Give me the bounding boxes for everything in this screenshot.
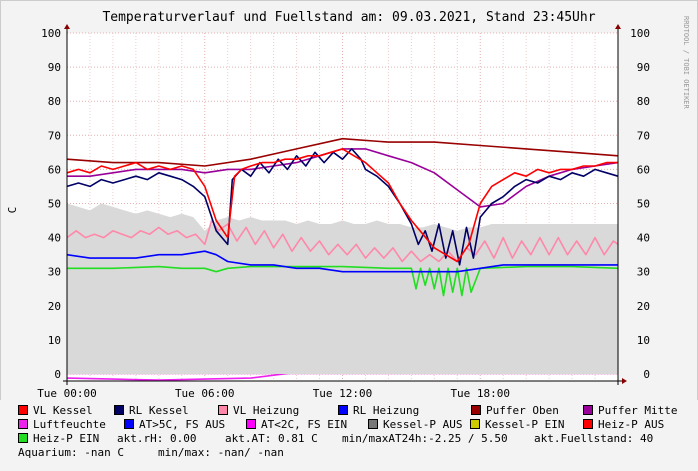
legend-swatch: [583, 405, 593, 415]
y-tick-label-left: 30: [48, 266, 61, 279]
legend-item-luftfeuchte: Luftfeuchte: [18, 418, 106, 432]
y-tick-label-right: 50: [637, 198, 650, 211]
x-tick-label: Tue 12:00: [313, 387, 373, 400]
y-tick-label-right: 80: [637, 95, 650, 108]
legend-label: Puffer Oben: [486, 404, 559, 417]
series-kessel-p-aus-area: [67, 203, 618, 374]
legend-swatch: [338, 405, 348, 415]
legend-swatch: [368, 419, 378, 429]
legend-swatch: [124, 419, 134, 429]
legend-item-rl-kessel: RL Kessel: [114, 404, 189, 418]
series-rl-kessel-line: [66, 148, 619, 266]
watermark: RRDTOOL / TOBI OETIKER: [682, 16, 690, 110]
legend-swatch: [114, 405, 124, 415]
legend-item-kessel-p-ein: Kessel-P EIN: [470, 418, 564, 432]
watermark-text: RRDTOOL / TOBI OETIKER: [682, 16, 690, 110]
legend-swatch: [18, 419, 28, 429]
legend-item-heiz-p-ein: Heiz-P EIN: [18, 432, 99, 446]
x-tick-label: Tue 06:00: [175, 387, 235, 400]
status-rel-humidity: akt.rH: 0.00: [117, 432, 197, 445]
status-aquarium-minmax: min/max: -nan/ -nan: [158, 446, 284, 459]
y-tick-label-right: 10: [637, 334, 650, 347]
legend-swatch: [218, 405, 228, 415]
series-vl-kessel-line: [66, 148, 618, 263]
status-fill-level: akt.Fuellstand: 40: [534, 432, 654, 445]
y-tick-label-right: 20: [637, 300, 650, 313]
legend-swatch: [583, 419, 593, 429]
y-tick-label-right: 40: [637, 232, 650, 245]
legend-label: Kessel-P EIN: [485, 418, 565, 431]
series-rl-heizung-line: [66, 250, 618, 273]
legend-swatch: [18, 433, 28, 443]
legend-label: Heiz-P AUS: [598, 418, 665, 431]
legend-item-puffer-mitte: Puffer Mitte: [583, 404, 677, 418]
y-axis-arrow-right: [615, 24, 621, 29]
legend-item-heiz-p-aus: Heiz-P AUS: [583, 418, 664, 432]
y-tick-label-left: 40: [48, 232, 61, 245]
y-tick-label-right: 100: [630, 27, 650, 40]
legend-swatch: [246, 419, 256, 429]
status-outdoor-temp: akt.AT: 0.81 C: [225, 432, 318, 445]
y-tick-label-right: 60: [637, 163, 650, 176]
y-tick-label-left: 60: [48, 163, 61, 176]
y-tick-label-left: 0: [54, 368, 61, 381]
y-tick-label-right: 30: [637, 266, 650, 279]
legend-swatch: [18, 405, 28, 415]
legend-swatch: [470, 419, 480, 429]
y-tick-label-right: 0: [643, 368, 650, 381]
y-tick-label-left: 50: [48, 198, 61, 211]
y-tick-label-left: 20: [48, 300, 61, 313]
y-axis-label: C: [6, 207, 19, 214]
y-tick-label-right: 70: [637, 129, 650, 142]
legend-label: Luftfeuchte: [33, 418, 106, 431]
legend-item-kessel-p-aus: Kessel-P AUS: [368, 418, 462, 432]
legend-item-rl-heizung: RL Heizung: [338, 404, 419, 418]
y-axis-arrow-left: [64, 24, 70, 29]
legend-label: Heiz-P EIN: [33, 432, 100, 445]
series-puffer-oben-line: [66, 137, 619, 167]
x-axis-arrow: [622, 378, 627, 384]
legend-item-at-above-5c: AT>5C, FS AUS: [124, 418, 225, 432]
x-tick-label: Tue 00:00: [37, 387, 97, 400]
legend-label: RL Kessel: [129, 404, 189, 417]
legend-item-vl-kessel: VL Kessel: [18, 404, 93, 418]
y-tick-label-right: 90: [637, 61, 650, 74]
legend-label: VL Kessel: [33, 404, 93, 417]
legend-swatch: [471, 405, 481, 415]
legend-item-at-below-2c: AT<2C, FS EIN: [246, 418, 347, 432]
status-minmax-at: min/maxAT24h:-2.25 / 5.50: [342, 432, 508, 445]
series-vl-heizung-line: [66, 219, 619, 263]
x-tick-label: Tue 18:00: [450, 387, 510, 400]
legend-item-puffer-oben: Puffer Oben: [471, 404, 559, 418]
legend-label: Kessel-P AUS: [383, 418, 463, 431]
y-tick-label-left: 80: [48, 95, 61, 108]
legend-label: Puffer Mitte: [598, 404, 678, 417]
temperature-chart: 0 0 10 10 20 20 30 30 40 40 50 50 60 60 70 70 80 80 90 90 10…: [0, 0, 698, 400]
y-tick-label-left: 90: [48, 61, 61, 74]
legend-item-vl-heizung: VL Heizung: [218, 404, 299, 418]
y-tick-label-left: 70: [48, 129, 61, 142]
series-heiz-p-ein-line: [67, 265, 619, 297]
legend-label: AT<2C, FS EIN: [261, 418, 348, 431]
legend-label: AT>5C, FS AUS: [139, 418, 226, 431]
legend-label: VL Heizung: [233, 404, 300, 417]
chart-title: Temperaturverlauf und Fuellstand am: 09.…: [102, 10, 595, 25]
y-tick-label-left: 10: [48, 334, 61, 347]
y-tick-label-left: 100: [41, 27, 61, 40]
legend-label: RL Heizung: [353, 404, 420, 417]
status-aquarium: Aquarium: -nan C: [18, 446, 124, 459]
